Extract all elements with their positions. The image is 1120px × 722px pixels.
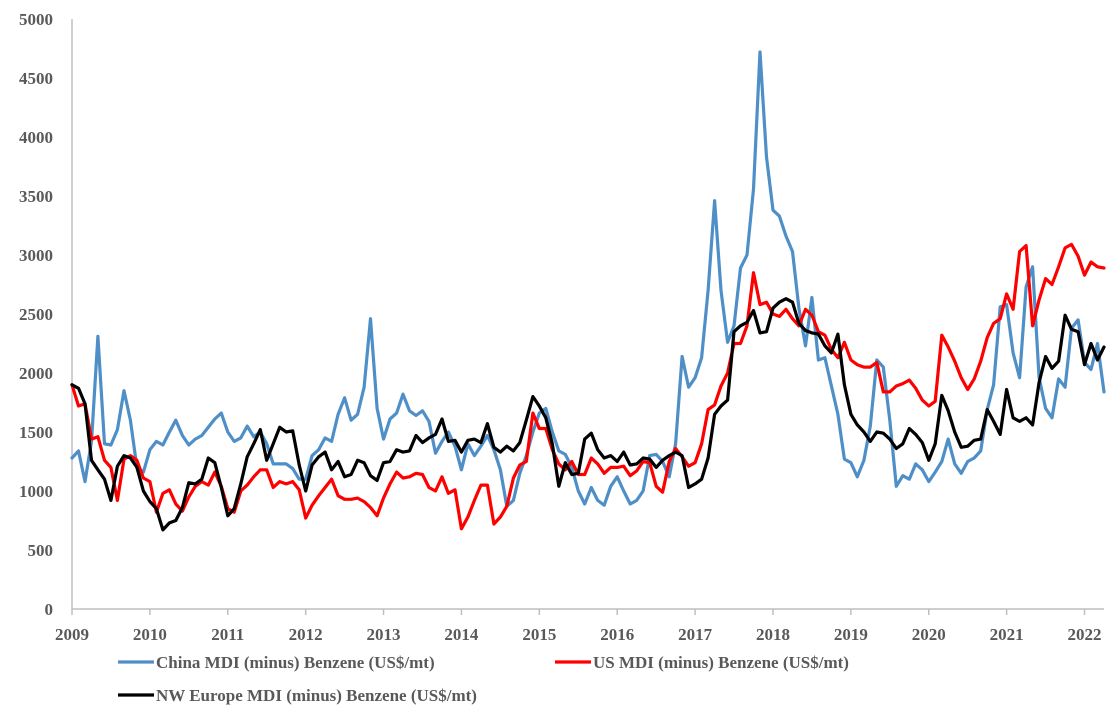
x-tick-label: 2012 bbox=[289, 625, 323, 644]
y-tick-label: 500 bbox=[28, 541, 54, 560]
x-tick-label: 2022 bbox=[1068, 625, 1102, 644]
legend-label-2: NW Europe MDI (minus) Benzene (US$/mt) bbox=[156, 686, 477, 705]
y-axis: 0 500 1000 1500 2000 2500 3000 3500 4000 4500 5000 bbox=[19, 10, 73, 619]
x-tick-label: 2015 bbox=[522, 625, 556, 644]
legend: China MDI (minus) Benzene (US$/mt) US MDI… bbox=[118, 653, 849, 705]
x-axis: 2009 2010 2011 2012 2013 2014 2015 2016 2017 2018… bbox=[55, 608, 1104, 644]
y-tick-label: 4000 bbox=[19, 128, 53, 147]
x-tick-label: 2019 bbox=[834, 625, 868, 644]
y-tick-label: 0 bbox=[45, 600, 54, 619]
x-tick-label: 2014 bbox=[444, 625, 479, 644]
x-tick-label: 2018 bbox=[756, 625, 790, 644]
x-tick-label: 2021 bbox=[990, 625, 1024, 644]
x-tick-label: 2010 bbox=[133, 625, 167, 644]
y-tick-label: 4500 bbox=[19, 69, 53, 88]
x-tick-label: 2009 bbox=[55, 625, 89, 644]
y-tick-label: 3000 bbox=[19, 246, 53, 265]
legend-label-0: China MDI (minus) Benzene (US$/mt) bbox=[156, 653, 435, 672]
series-layer bbox=[70, 50, 1106, 532]
x-tick-label: 2013 bbox=[367, 625, 401, 644]
y-tick-label: 3500 bbox=[19, 187, 53, 206]
series-line-2 bbox=[70, 297, 1106, 532]
y-tick-label: 1000 bbox=[19, 482, 53, 501]
series-line-0 bbox=[70, 50, 1106, 508]
legend-label-1: US MDI (minus) Benzene (US$/mt) bbox=[593, 653, 849, 672]
y-tick-label: 2500 bbox=[19, 305, 53, 324]
x-tick-label: 2011 bbox=[211, 625, 244, 644]
x-tick-label: 2017 bbox=[678, 625, 713, 644]
x-tick-label: 2016 bbox=[600, 625, 634, 644]
series-line-1 bbox=[70, 242, 1106, 531]
y-tick-label: 1500 bbox=[19, 423, 53, 442]
x-tick-label: 2020 bbox=[912, 625, 946, 644]
y-tick-label: 5000 bbox=[19, 10, 53, 29]
y-tick-label: 2000 bbox=[19, 364, 53, 383]
